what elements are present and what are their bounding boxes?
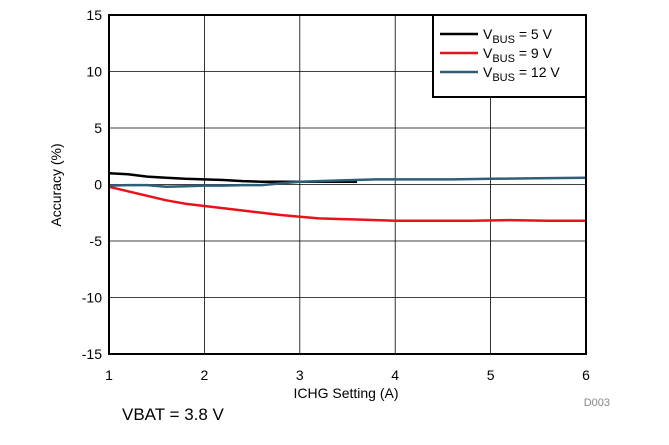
y-tick-label: 5 — [94, 120, 102, 136]
figure-id: D003 — [584, 397, 610, 409]
x-tick-label: 5 — [487, 367, 495, 383]
legend-box — [432, 14, 587, 98]
x-tick-label: 2 — [201, 367, 209, 383]
series-line-2 — [108, 185, 586, 222]
x-tick-label: 1 — [105, 367, 113, 383]
legend-entry: VBUS = 5 V — [483, 26, 553, 46]
y-tick-label: 15 — [86, 7, 102, 23]
plot-area-frame — [108, 14, 587, 355]
vbat-note: VBAT = 3.8 V — [122, 405, 224, 424]
y-tick-label: 10 — [86, 64, 102, 80]
x-axis-label: ICHG Setting (A) — [293, 385, 398, 401]
y-tick-label: -15 — [82, 346, 102, 362]
legend-entry: VBUS = 9 V — [483, 45, 553, 65]
tick-labels: 1 2 3 4 5 6 15 10 5 0 -5 -10 -15 — [82, 7, 590, 383]
series-line-3 — [108, 176, 587, 189]
y-axis-label: Accuracy (%) — [48, 143, 64, 226]
x-tick-label: 6 — [582, 367, 590, 383]
series-lines — [108, 171, 587, 222]
y-tick-label: -10 — [82, 290, 102, 306]
legend-entry: VBUS = 12 V — [483, 64, 560, 84]
y-tick-label: 0 — [94, 177, 102, 193]
x-tick-label: 4 — [391, 367, 399, 383]
y-tick-label: -5 — [90, 233, 103, 249]
x-tick-label: 3 — [296, 367, 304, 383]
